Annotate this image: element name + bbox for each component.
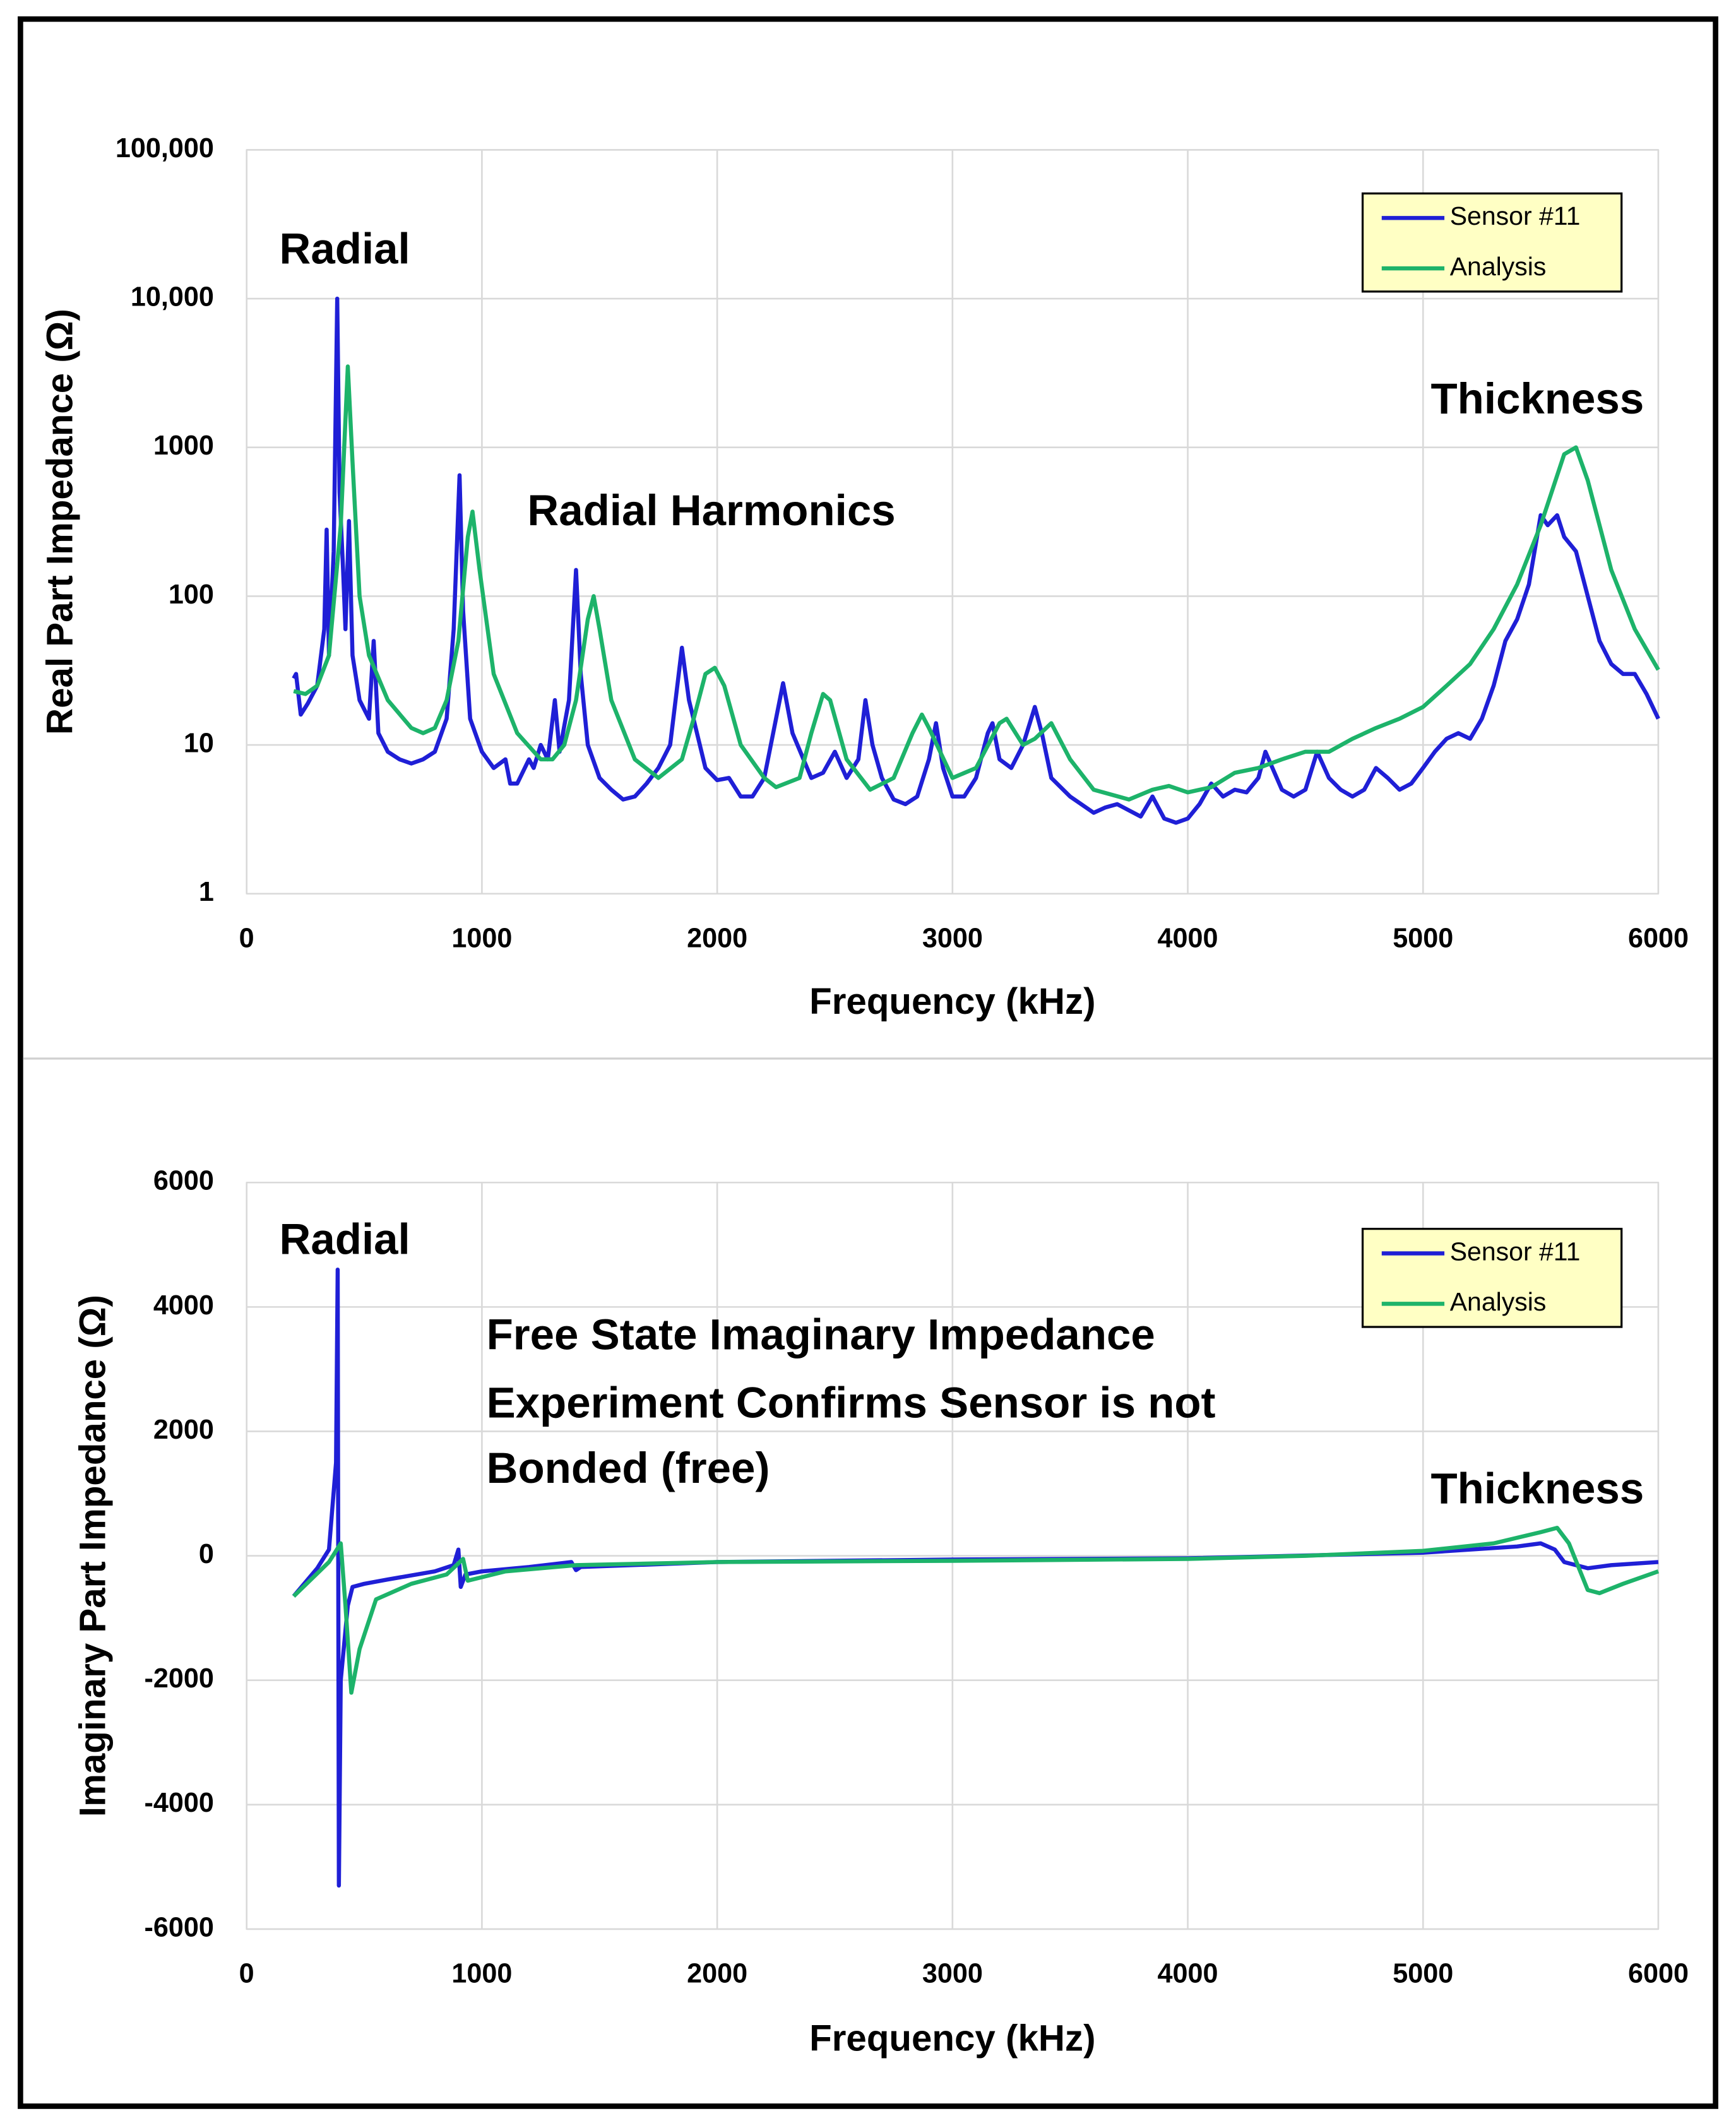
annotation: Experiment Confirms Sensor is not <box>487 1377 1216 1427</box>
y-tick-label: 1 <box>199 877 214 907</box>
y-tick-label: -2000 <box>144 1663 213 1694</box>
x-tick-label: 5000 <box>1393 1959 1453 1989</box>
x-tick-label: 6000 <box>1628 1959 1689 1989</box>
data-line <box>292 1267 1659 1888</box>
charts: 1 10 100 1000 10,000 100,000 0 1000 2000 3000 4000… <box>40 133 1689 2059</box>
y-axis-title: Real Part Impedance (Ω) <box>40 309 81 735</box>
x-tick-label: 6000 <box>1628 924 1689 954</box>
y-tick-label: -4000 <box>144 1788 213 1818</box>
frame <box>18 16 1718 2109</box>
x-tick-label: 4000 <box>1158 1959 1218 1989</box>
legend-box <box>1361 1228 1623 1328</box>
x-tick-label: 2000 <box>687 1959 747 1989</box>
legend-label: Sensor #11 <box>1450 1237 1581 1266</box>
annotation: Radial Harmonics <box>527 485 895 535</box>
y-tick-label: 0 <box>199 1539 214 1569</box>
y-tick-label: 10,000 <box>131 282 214 312</box>
legend-label: Sensor #11 <box>1450 201 1581 230</box>
y-tick-label: 100 <box>169 580 214 610</box>
y-tick-label: 2000 <box>153 1415 214 1445</box>
data-line <box>292 1525 1660 1695</box>
x-tick-label: 0 <box>239 924 254 954</box>
x-tick-label: 0 <box>239 1959 254 1989</box>
data-line <box>293 364 1660 802</box>
annotation: Bonded (free) <box>487 1443 770 1492</box>
x-axis-title: Frequency (kHz) <box>809 981 1095 1022</box>
annotation: Thickness <box>1430 374 1644 423</box>
annotation: Thickness <box>1430 1463 1644 1513</box>
y-tick-label: 100,000 <box>116 133 214 163</box>
legend-box <box>1361 192 1623 293</box>
annotation: Radial <box>280 224 410 273</box>
y-tick-label: 6000 <box>153 1166 214 1196</box>
x-tick-label: 5000 <box>1393 924 1453 954</box>
x-tick-label: 1000 <box>451 924 512 954</box>
x-tick-label: 4000 <box>1158 924 1218 954</box>
y-tick-label: 1000 <box>153 431 214 461</box>
x-tick-label: 3000 <box>922 924 983 954</box>
y-axis-title: Imaginary Part Impedance (Ω) <box>72 1295 113 1817</box>
x-tick-label: 1000 <box>451 1959 512 1989</box>
y-tick-label: -6000 <box>144 1912 213 1942</box>
x-tick-label: 2000 <box>687 924 747 954</box>
data-line <box>292 296 1660 825</box>
legend-label: Analysis <box>1450 1287 1547 1316</box>
annotation: Free State Imaginary Impedance <box>487 1310 1155 1359</box>
x-tick-label: 3000 <box>922 1959 983 1989</box>
annotation: Radial <box>280 1214 410 1263</box>
x-axis-title: Frequency (kHz) <box>809 2018 1095 2059</box>
y-tick-label: 10 <box>184 728 214 758</box>
y-tick-label: 4000 <box>153 1290 214 1321</box>
legend-label: Analysis <box>1450 252 1547 281</box>
